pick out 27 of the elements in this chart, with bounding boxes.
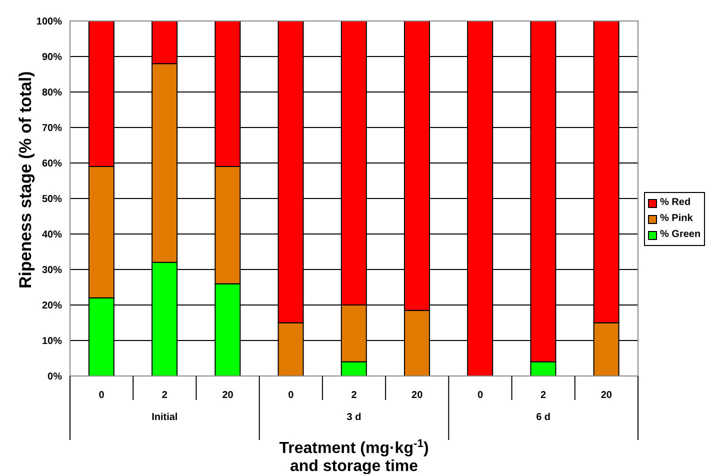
text: Initial	[152, 412, 178, 423]
x-tick-label: 0	[477, 390, 484, 401]
y-tick-label: 10%	[42, 336, 62, 348]
legend-label: % Red	[659, 196, 692, 210]
x-tick-label: 0	[288, 390, 294, 401]
y-tick-label: 40%	[42, 230, 62, 241]
legend-label: % Pink	[659, 212, 694, 226]
x-tick-label: 0	[98, 390, 105, 401]
text: 3 d	[346, 412, 362, 423]
y-tick-label: 80%	[42, 88, 62, 99]
y-tick-label: 50%	[42, 194, 62, 206]
x-tick-label: 20	[600, 390, 612, 401]
y-tick-label: 90%	[42, 52, 62, 64]
x-tick-label: 2	[351, 390, 358, 401]
x-tick-label: 20	[222, 390, 234, 401]
x-tick-label: 20	[412, 390, 424, 401]
y-tick-label: 100%	[36, 16, 62, 28]
y-tick-label: 30%	[42, 265, 62, 276]
legend-label: % Green	[659, 228, 701, 242]
y-tick-label: 60%	[42, 158, 62, 170]
y-axis-title: Ripeness stage (% of total)	[16, 71, 36, 288]
y-tick-label: 20%	[42, 300, 62, 312]
y-tick-label: 0%	[48, 372, 62, 383]
x-tick-label: 2	[162, 390, 168, 401]
text: 6 d	[536, 412, 551, 423]
y-tick-label: 70%	[42, 123, 62, 134]
x-tick-label: 2	[540, 390, 547, 401]
